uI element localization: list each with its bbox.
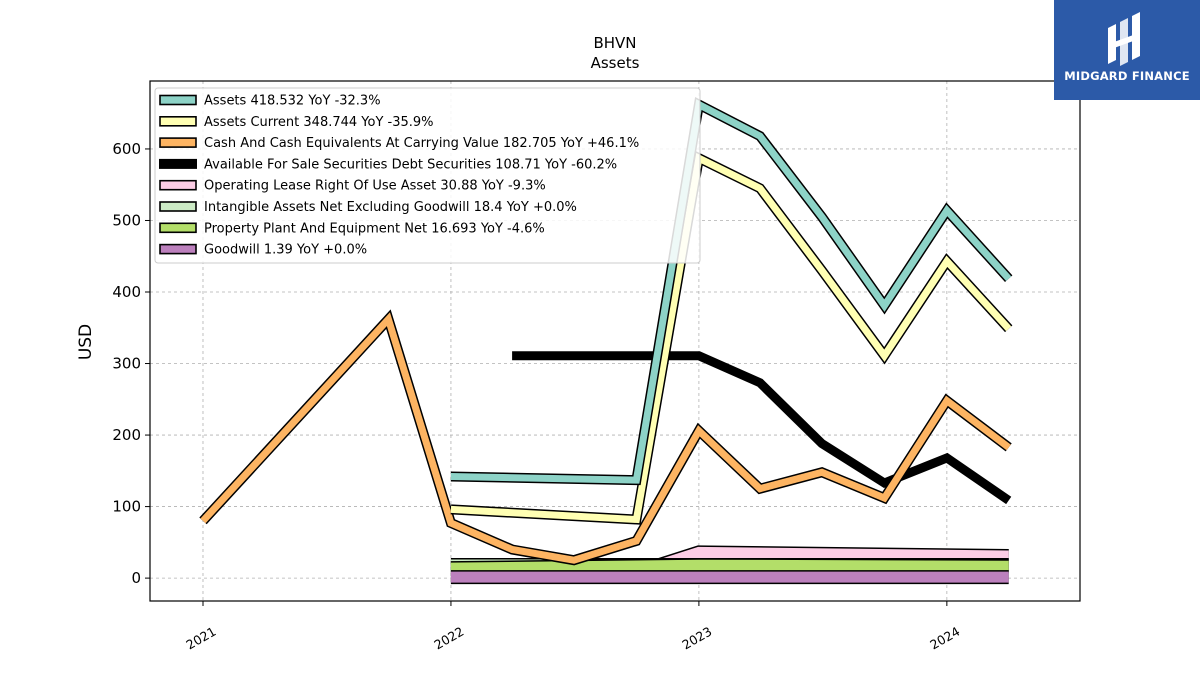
legend-label: Operating Lease Right Of Use Asset 30.88… [204,179,546,194]
chart-title: BHVN [593,34,636,52]
y-axis-label: USD [76,324,96,360]
series-line-stroke [200,312,1011,564]
y-tick-label: 400 [112,283,141,301]
legend-entry: Assets 418.532 YoY -32.3% [159,94,381,109]
chart-subtitle: Assets [591,54,640,72]
series-line-stroke [450,559,1009,574]
legend-swatch [159,116,197,127]
legend-swatch [159,243,197,255]
series-line [450,558,1009,576]
legend-entry: Goodwill 1.39 YoY +0.0% [159,243,367,258]
series-line-stroke [512,351,1012,505]
series-layer [199,97,1013,585]
x-tick-label: 2023 [679,624,714,653]
legend-swatch [159,158,197,169]
series-line [512,351,1012,505]
legend-label: Available For Sale Securities Debt Secur… [204,157,617,172]
y-tick-label: 100 [112,498,141,516]
series-line [199,309,1012,566]
series-line [450,150,1013,525]
x-tick-label: 2022 [431,624,466,653]
legend-entry: Assets Current 348.744 YoY -35.9% [159,115,434,130]
y-tick-label: 300 [112,355,141,373]
series-line-stroke [450,152,1012,524]
legend-swatch [159,201,197,212]
legend: Assets 418.532 YoY -32.3% Assets Current … [154,87,701,264]
x-tick-label: 2021 [183,624,218,653]
legend-label: Goodwill 1.39 YoY +0.0% [204,243,367,258]
legend-label: Assets Current 348.744 YoY -35.9% [204,115,434,130]
legend-swatch [159,94,197,106]
legend-entry: Property Plant And Equipment Net 16.693 … [159,221,545,236]
y-tick-label: 500 [112,211,141,229]
legend-swatch [159,137,197,148]
y-tick-label: 200 [112,426,141,444]
y-tick-label: 0 [131,569,141,587]
legend-entry: Cash And Cash Equivalents At Carrying Va… [159,136,639,151]
legend-label: Intangible Assets Net Excluding Goodwill… [204,200,577,215]
legend-label: Property Plant And Equipment Net 16.693 … [204,221,545,236]
legend-entry: Available For Sale Securities Debt Secur… [159,157,617,172]
legend-label: Cash And Cash Equivalents At Carrying Va… [204,136,639,151]
series-line-stroke [450,99,1012,484]
legend-label: Assets 418.532 YoY -32.3% [204,94,381,109]
legend-entry: Operating Lease Right Of Use Asset 30.88… [159,179,546,194]
y-tick-label: 600 [112,140,141,158]
series-line [450,97,1013,486]
axis-layer: 0 100 200 300 400 500 600 2021 2022 2023 2024 [112,140,962,653]
plot-frame [149,80,1081,602]
legend-box [154,87,701,264]
x-tick-label: 2024 [927,624,962,653]
legend-swatch [159,179,197,191]
legend-entry: Intangible Assets Net Excluding Goodwill… [159,200,577,215]
brand-logo: MIDGARD FINANCE [1054,0,1200,100]
midgard-logo-icon [1108,12,1140,66]
brand-name: MIDGARD FINANCE [1064,69,1190,83]
legend-swatch [159,222,197,234]
